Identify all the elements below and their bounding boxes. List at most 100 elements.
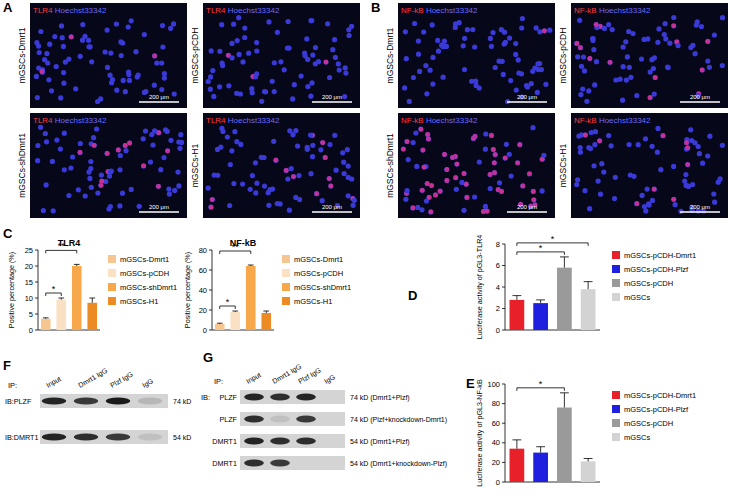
nucleus bbox=[105, 151, 110, 156]
nucleus bbox=[303, 53, 308, 58]
positive-nucleus bbox=[597, 138, 602, 143]
nucleus bbox=[520, 16, 525, 21]
counterstain: Hoechst33342 bbox=[599, 6, 651, 15]
nucleus bbox=[129, 18, 134, 23]
positive-nucleus bbox=[685, 146, 690, 151]
nucleus bbox=[700, 67, 705, 72]
nucleus bbox=[649, 57, 654, 62]
nucleus bbox=[596, 179, 601, 184]
nucleus bbox=[40, 70, 45, 75]
nucleus bbox=[493, 65, 498, 70]
scale-bar bbox=[680, 211, 720, 213]
y-tick bbox=[35, 282, 38, 283]
nucleus bbox=[453, 21, 458, 26]
positive-nucleus bbox=[465, 195, 470, 200]
nucleus bbox=[39, 69, 44, 74]
nucleus bbox=[578, 92, 583, 97]
band bbox=[270, 416, 290, 423]
nucleus bbox=[652, 187, 657, 192]
nucleus bbox=[601, 170, 606, 175]
nucleus bbox=[430, 82, 435, 87]
y-tick-label: 5 bbox=[29, 310, 33, 319]
y-tick bbox=[502, 423, 505, 424]
nucleus bbox=[652, 92, 657, 97]
scale-bar bbox=[680, 101, 720, 103]
legend-label: mGSCs bbox=[624, 433, 651, 442]
positive-nucleus bbox=[574, 41, 579, 46]
nucleus bbox=[340, 150, 345, 155]
nucleus bbox=[158, 167, 163, 172]
nucleus bbox=[62, 167, 67, 172]
blot-strip bbox=[40, 430, 168, 444]
error-cap bbox=[89, 298, 95, 299]
nucleus bbox=[253, 74, 258, 79]
y-tick-label: 20 bbox=[25, 262, 33, 271]
band bbox=[322, 438, 342, 445]
nucleus bbox=[237, 52, 242, 57]
panel-label: G bbox=[203, 350, 213, 365]
positive-nucleus bbox=[705, 39, 710, 44]
nucleus bbox=[685, 145, 690, 150]
band bbox=[244, 460, 264, 467]
legend-label: mGSCs-shDmrt1 bbox=[120, 283, 177, 292]
y-tick bbox=[209, 270, 212, 271]
nucleus bbox=[489, 133, 494, 138]
stain: TLR4 bbox=[33, 116, 55, 125]
nucleus bbox=[109, 169, 114, 174]
positive-nucleus bbox=[210, 197, 215, 202]
nucleus bbox=[477, 159, 482, 164]
counterstain: Hoechst33342 bbox=[55, 6, 107, 15]
scale-bar bbox=[312, 211, 352, 213]
error-stem bbox=[516, 296, 517, 300]
nucleus bbox=[285, 176, 290, 181]
y-tick-label: 0 bbox=[496, 478, 500, 487]
nucleus bbox=[578, 45, 583, 50]
positive-nucleus bbox=[123, 143, 128, 148]
nucleus bbox=[430, 55, 435, 60]
error-cap bbox=[217, 323, 223, 324]
nucleus bbox=[231, 181, 236, 186]
nucleus bbox=[439, 43, 444, 48]
nucleus bbox=[712, 33, 717, 38]
nucleus bbox=[44, 182, 49, 187]
nucleus bbox=[411, 140, 416, 145]
error-stem bbox=[540, 447, 541, 453]
positive-nucleus bbox=[700, 68, 705, 73]
positive-nucleus bbox=[425, 181, 430, 186]
nucleus bbox=[310, 143, 315, 148]
image-background bbox=[398, 113, 555, 218]
nucleus bbox=[345, 147, 350, 152]
nucleus bbox=[459, 180, 464, 185]
legend-label: mGSCs-Dmrt1 bbox=[294, 255, 343, 264]
micrograph: NF-kB Hoechst33342200 μm bbox=[571, 113, 728, 218]
nucleus bbox=[46, 77, 51, 82]
y-tick-label: 80 bbox=[492, 399, 500, 408]
nucleus bbox=[266, 203, 271, 208]
nucleus bbox=[240, 181, 245, 186]
lane-label: Plzf IgG bbox=[109, 370, 135, 389]
legend-label: mGSCs-pCDH-Plzf bbox=[624, 265, 689, 274]
scale-bar-label: 200 μm bbox=[517, 94, 537, 100]
sample-label: mGSCs-shDmrt1 bbox=[385, 133, 395, 198]
nucleus bbox=[640, 193, 645, 198]
nucleus bbox=[103, 49, 108, 54]
nucleus bbox=[333, 55, 338, 60]
nucleus bbox=[499, 189, 504, 194]
nucleus bbox=[625, 54, 630, 59]
nucleus bbox=[78, 141, 83, 146]
nucleus bbox=[349, 176, 354, 181]
band bbox=[322, 460, 342, 467]
nucleus bbox=[453, 175, 458, 180]
row-label: PLZF bbox=[219, 415, 237, 424]
positive-nucleus bbox=[274, 158, 279, 163]
y-tick bbox=[35, 250, 38, 251]
nucleus bbox=[150, 142, 155, 147]
nucleus bbox=[628, 75, 633, 80]
nucleus bbox=[610, 27, 615, 32]
scale-bar-label: 200 μm bbox=[322, 204, 342, 210]
nucleus bbox=[537, 29, 542, 34]
positive-nucleus bbox=[324, 60, 329, 65]
y-tick bbox=[35, 298, 38, 299]
positive-nucleus bbox=[327, 176, 332, 181]
nucleus bbox=[442, 152, 447, 157]
